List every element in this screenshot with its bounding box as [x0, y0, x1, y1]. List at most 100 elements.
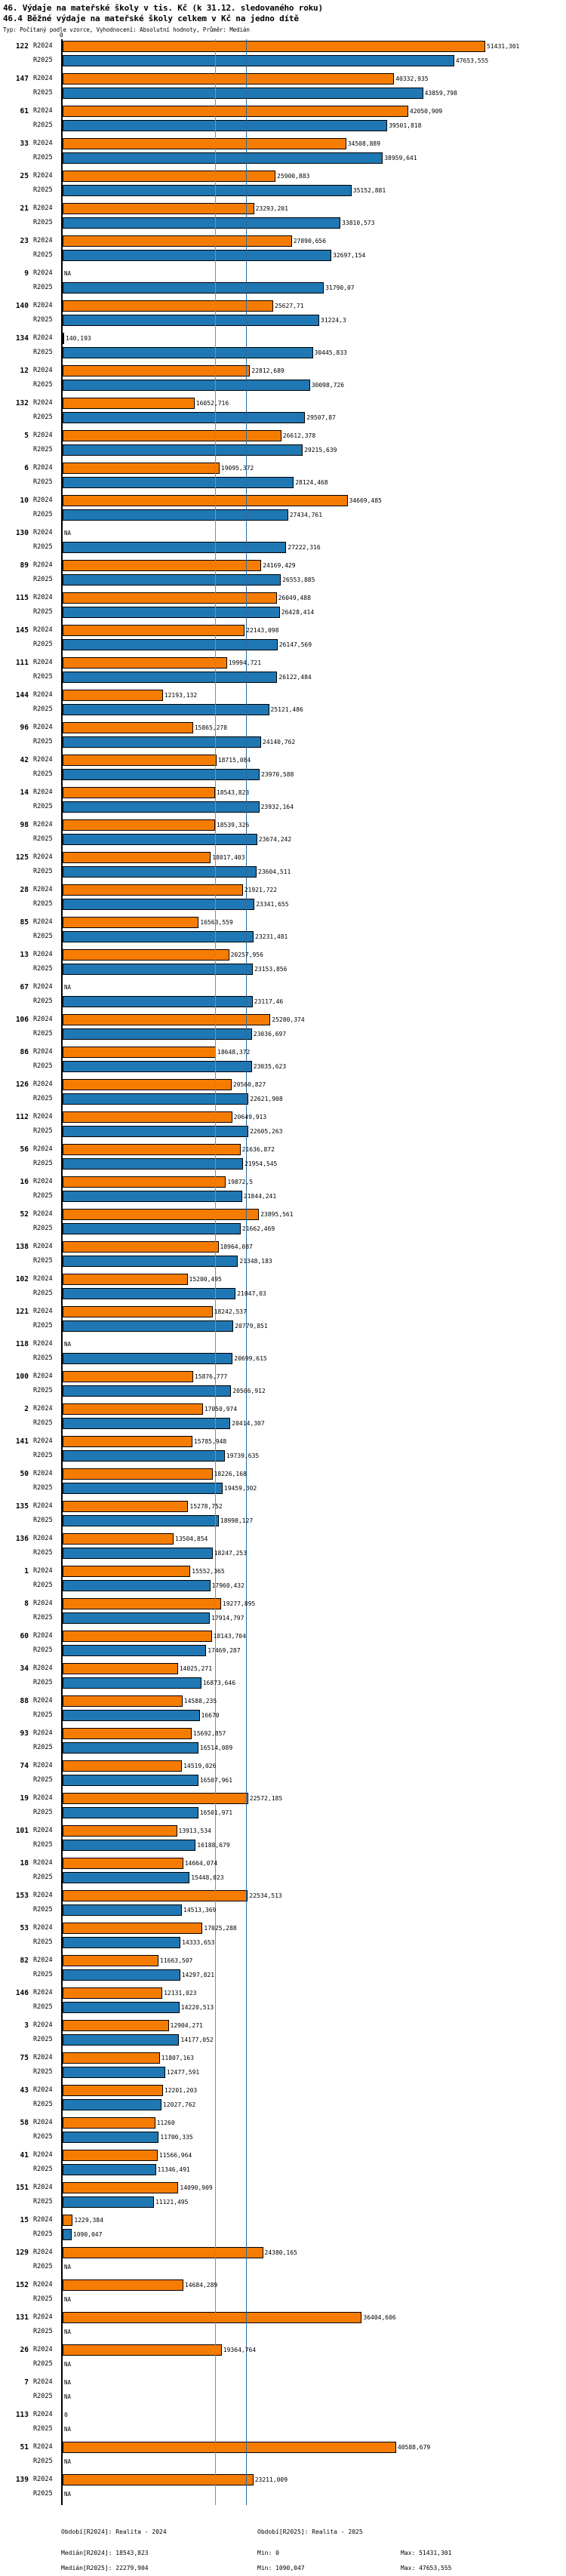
bar-r2024[interactable]: [63, 1241, 219, 1253]
bar-r2025[interactable]: [63, 120, 388, 131]
bar-r2024[interactable]: [63, 2020, 169, 2031]
bar-r2025[interactable]: [63, 152, 383, 164]
bar-r2024[interactable]: [63, 333, 64, 344]
bar-r2024[interactable]: [63, 1890, 248, 1901]
bar-r2025[interactable]: [63, 1418, 231, 1429]
bar-r2025[interactable]: [63, 1126, 249, 1137]
bar-r2024[interactable]: [63, 365, 251, 377]
bar-r2025[interactable]: [63, 509, 288, 521]
bar-r2025[interactable]: [63, 2067, 165, 2078]
bar-r2024[interactable]: [63, 430, 281, 441]
bar-r2025[interactable]: [63, 1872, 190, 1883]
bar-r2024[interactable]: [63, 41, 485, 52]
bar-r2025[interactable]: [63, 315, 319, 326]
bar-r2024[interactable]: [63, 1306, 213, 1317]
bar-r2024[interactable]: [63, 1047, 216, 1058]
bar-r2024[interactable]: [63, 1436, 192, 1447]
bar-r2024[interactable]: [63, 2247, 263, 2258]
bar-r2025[interactable]: [63, 542, 287, 553]
bar-r2025[interactable]: [63, 477, 294, 488]
bar-r2024[interactable]: [63, 1209, 260, 1220]
bar-r2025[interactable]: [63, 1191, 242, 1202]
bar-r2024[interactable]: [63, 463, 220, 474]
bar-r2024[interactable]: [63, 2150, 158, 2161]
bar-r2024[interactable]: [63, 560, 262, 571]
bar-r2025[interactable]: [63, 282, 325, 294]
bar-r2024[interactable]: [63, 1533, 174, 1545]
bar-r2025[interactable]: [63, 834, 257, 845]
bar-r2024[interactable]: [63, 203, 254, 214]
bar-r2025[interactable]: [63, 1969, 180, 1981]
bar-r2024[interactable]: [63, 949, 229, 961]
bar-r2025[interactable]: [63, 412, 306, 423]
bar-r2025[interactable]: [63, 1807, 198, 1818]
bar-r2025[interactable]: [63, 444, 303, 456]
bar-r2024[interactable]: [63, 690, 163, 701]
bar-r2025[interactable]: [63, 1450, 225, 1462]
bar-r2025[interactable]: [63, 1288, 236, 1299]
bar-r2025[interactable]: [63, 1320, 234, 1332]
bar-r2025[interactable]: [63, 736, 261, 748]
bar-r2025[interactable]: [63, 639, 278, 650]
bar-r2024[interactable]: [63, 2474, 254, 2485]
bar-r2024[interactable]: [63, 2052, 160, 2064]
bar-r2024[interactable]: [63, 1923, 203, 1934]
bar-r2025[interactable]: [63, 1612, 211, 1624]
bar-r2025[interactable]: [63, 1353, 233, 1364]
bar-r2025[interactable]: [63, 964, 254, 975]
bar-r2024[interactable]: [63, 73, 395, 85]
bar-r2025[interactable]: [63, 574, 281, 586]
bar-r2024[interactable]: [63, 1793, 248, 1804]
bar-r2024[interactable]: [63, 1079, 232, 1090]
bar-r2025[interactable]: [63, 217, 341, 229]
bar-r2024[interactable]: [63, 1858, 183, 1869]
bar-r2025[interactable]: [63, 1677, 201, 1689]
bar-r2025[interactable]: [63, 347, 313, 358]
bar-r2024[interactable]: [63, 1176, 226, 1188]
bar-r2025[interactable]: [63, 88, 423, 99]
bar-r2024[interactable]: [63, 495, 348, 506]
bar-r2025[interactable]: [63, 1548, 213, 1559]
bar-r2024[interactable]: [63, 2117, 155, 2129]
bar-r2025[interactable]: [63, 801, 260, 813]
bar-r2024[interactable]: [63, 2215, 73, 2226]
bar-r2024[interactable]: [63, 1371, 193, 1382]
bar-r2025[interactable]: [63, 899, 255, 910]
bar-r2024[interactable]: [63, 917, 199, 928]
bar-r2025[interactable]: [63, 704, 269, 715]
bar-r2024[interactable]: [63, 2182, 179, 2193]
bar-r2024[interactable]: [63, 592, 277, 604]
bar-r2024[interactable]: [63, 1274, 188, 1285]
bar-r2024[interactable]: [63, 1144, 241, 1155]
bar-r2024[interactable]: [63, 1987, 163, 1999]
bar-r2024[interactable]: [63, 1598, 221, 1609]
bar-r2024[interactable]: [63, 398, 195, 409]
bar-r2024[interactable]: [63, 2085, 163, 2096]
bar-r2024[interactable]: [63, 235, 292, 247]
bar-r2025[interactable]: [63, 1158, 243, 1170]
bar-r2025[interactable]: [63, 866, 257, 878]
bar-r2024[interactable]: [63, 138, 346, 149]
bar-r2024[interactable]: [63, 300, 273, 312]
bar-r2024[interactable]: [63, 1014, 271, 1025]
bar-r2024[interactable]: [63, 625, 245, 636]
bar-r2025[interactable]: [63, 672, 278, 683]
bar-r2025[interactable]: [63, 1385, 232, 1397]
bar-r2025[interactable]: [63, 2196, 155, 2208]
bar-r2025[interactable]: [63, 55, 454, 66]
bar-r2025[interactable]: [63, 1937, 181, 1948]
bar-r2025[interactable]: [63, 1580, 211, 1591]
bar-r2025[interactable]: [63, 996, 253, 1007]
bar-r2024[interactable]: [63, 1663, 178, 1674]
bar-r2025[interactable]: [63, 1645, 207, 1656]
bar-r2024[interactable]: [63, 1111, 232, 1123]
bar-r2024[interactable]: [63, 1566, 191, 1577]
bar-r2024[interactable]: [63, 1468, 213, 1480]
bar-r2025[interactable]: [63, 250, 331, 261]
bar-r2024[interactable]: [63, 1403, 203, 1415]
bar-r2025[interactable]: [63, 769, 260, 780]
bar-r2024[interactable]: [63, 106, 408, 117]
bar-r2024[interactable]: [63, 171, 275, 182]
bar-r2024[interactable]: [63, 1955, 158, 1966]
bar-r2025[interactable]: [63, 1223, 241, 1234]
